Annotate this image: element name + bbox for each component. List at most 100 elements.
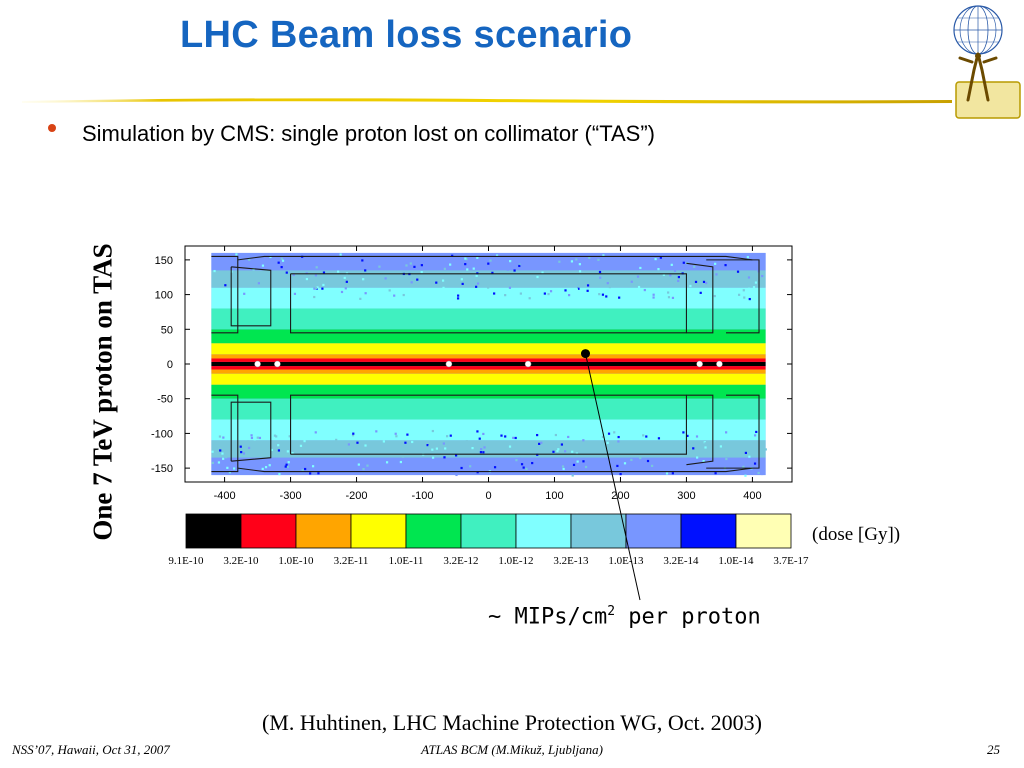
dose-speckle bbox=[270, 448, 273, 452]
dose-speckle bbox=[467, 451, 471, 454]
dose-speckle bbox=[242, 452, 246, 455]
dose-speckle bbox=[583, 455, 587, 458]
annotation-layer bbox=[580, 349, 641, 601]
dose-speckle bbox=[630, 458, 633, 462]
dose-speckle bbox=[454, 277, 457, 280]
mips-sup: 2 bbox=[607, 604, 616, 619]
dose-speckle bbox=[532, 446, 536, 450]
dose-speckle bbox=[361, 259, 364, 262]
dose-speckle bbox=[643, 288, 646, 292]
dose-speckle bbox=[491, 284, 495, 288]
dose-speckle bbox=[455, 473, 458, 477]
dose-speckle bbox=[278, 473, 281, 476]
dose-speckle bbox=[491, 271, 494, 274]
dose-speckle bbox=[293, 442, 296, 445]
dose-speckle bbox=[582, 439, 585, 442]
dose-speckle bbox=[645, 435, 648, 438]
colorbar-swatch bbox=[680, 513, 737, 549]
dose-speckle bbox=[395, 435, 398, 438]
dose-speckle bbox=[682, 261, 685, 264]
dose-band bbox=[211, 369, 766, 374]
dose-speckle bbox=[513, 269, 516, 272]
dose-speckle bbox=[704, 446, 707, 449]
dose-speckle bbox=[362, 278, 365, 281]
dose-speckle bbox=[306, 264, 309, 267]
colorbar-swatch bbox=[570, 513, 627, 549]
dose-speckle bbox=[719, 445, 722, 448]
axis-layer: -400 -300 -200 -100 0 100 200 300 400 150 100 50 0 -5… bbox=[151, 245, 793, 502]
dose-speckle bbox=[662, 273, 665, 276]
dose-speckle bbox=[314, 274, 318, 277]
dose-speckle bbox=[696, 456, 699, 459]
dose-speckle bbox=[420, 271, 423, 274]
dose-speckle bbox=[573, 256, 577, 259]
dose-speckle bbox=[280, 265, 283, 269]
dose-speckle bbox=[380, 271, 383, 274]
dose-speckle bbox=[224, 284, 227, 287]
dose-speckle bbox=[533, 452, 536, 455]
dose-speckle bbox=[441, 279, 445, 282]
dose-speckle bbox=[639, 266, 642, 270]
dose-speckle bbox=[449, 434, 452, 437]
dose-speckle bbox=[699, 291, 702, 294]
dose-speckle bbox=[543, 292, 546, 295]
dose-speckle bbox=[642, 434, 645, 437]
colorbar-label: 3.2E-12 bbox=[443, 555, 478, 567]
dose-speckle bbox=[556, 450, 559, 453]
dose-speckle bbox=[226, 466, 229, 469]
dose-speckle bbox=[518, 264, 521, 268]
dose-speckle bbox=[475, 274, 478, 277]
dose-speckle bbox=[285, 463, 288, 466]
dose-speckle bbox=[667, 296, 671, 299]
dose-speckle bbox=[449, 290, 452, 293]
dose-speckle bbox=[324, 467, 327, 470]
dose-speckle bbox=[286, 465, 289, 468]
dose-speckle bbox=[388, 289, 391, 292]
dose-speckle bbox=[530, 257, 533, 260]
dose-speckle bbox=[428, 444, 431, 447]
dose-speckle bbox=[384, 277, 387, 280]
dose-speckle bbox=[247, 446, 251, 450]
dose-speckle bbox=[351, 434, 355, 437]
dose-speckle bbox=[630, 280, 633, 283]
slide-title: LHC Beam loss scenario bbox=[180, 14, 633, 56]
outline-top-left-inner bbox=[230, 266, 272, 327]
dose-speckle bbox=[682, 431, 685, 434]
colorbar-label: 3.2E-14 bbox=[663, 555, 699, 567]
dose-speckle bbox=[746, 256, 749, 259]
dose-band bbox=[211, 354, 766, 359]
dose-speckle bbox=[623, 462, 627, 465]
dose-band bbox=[211, 457, 766, 476]
dose-speckle bbox=[409, 262, 412, 265]
dose-speckle bbox=[465, 258, 468, 261]
dose-band bbox=[211, 287, 766, 309]
dose-speckle bbox=[301, 469, 304, 472]
dose-speckle bbox=[382, 440, 385, 443]
y-tick-label: 150 bbox=[155, 255, 173, 267]
dose-speckle bbox=[567, 435, 570, 439]
dose-speckle bbox=[322, 271, 326, 274]
dose-speckle bbox=[372, 273, 375, 276]
dose-speckle bbox=[385, 461, 389, 464]
dose-speckle bbox=[426, 443, 429, 447]
outline-bottom-right-outer bbox=[706, 394, 760, 469]
dose-speckle bbox=[364, 269, 367, 272]
dose-speckle bbox=[287, 461, 290, 464]
beam-marker bbox=[696, 360, 703, 368]
dose-speckle bbox=[606, 282, 609, 285]
dose-speckle bbox=[366, 464, 369, 467]
dose-speckle bbox=[402, 293, 405, 297]
colorbar-swatch bbox=[460, 513, 517, 549]
dose-speckle bbox=[601, 293, 605, 296]
dose-speckle bbox=[554, 431, 557, 434]
dose-speckle bbox=[289, 458, 292, 462]
dose-speckle bbox=[560, 443, 564, 446]
dose-speckle bbox=[410, 281, 413, 284]
dose-speckle bbox=[478, 437, 481, 440]
colorbar-swatch bbox=[515, 513, 572, 549]
dose-speckle bbox=[425, 467, 428, 470]
dose-speckle bbox=[584, 465, 588, 469]
dose-speckle bbox=[347, 443, 350, 446]
dose-speckle bbox=[348, 432, 352, 436]
dose-speckle bbox=[299, 444, 303, 447]
